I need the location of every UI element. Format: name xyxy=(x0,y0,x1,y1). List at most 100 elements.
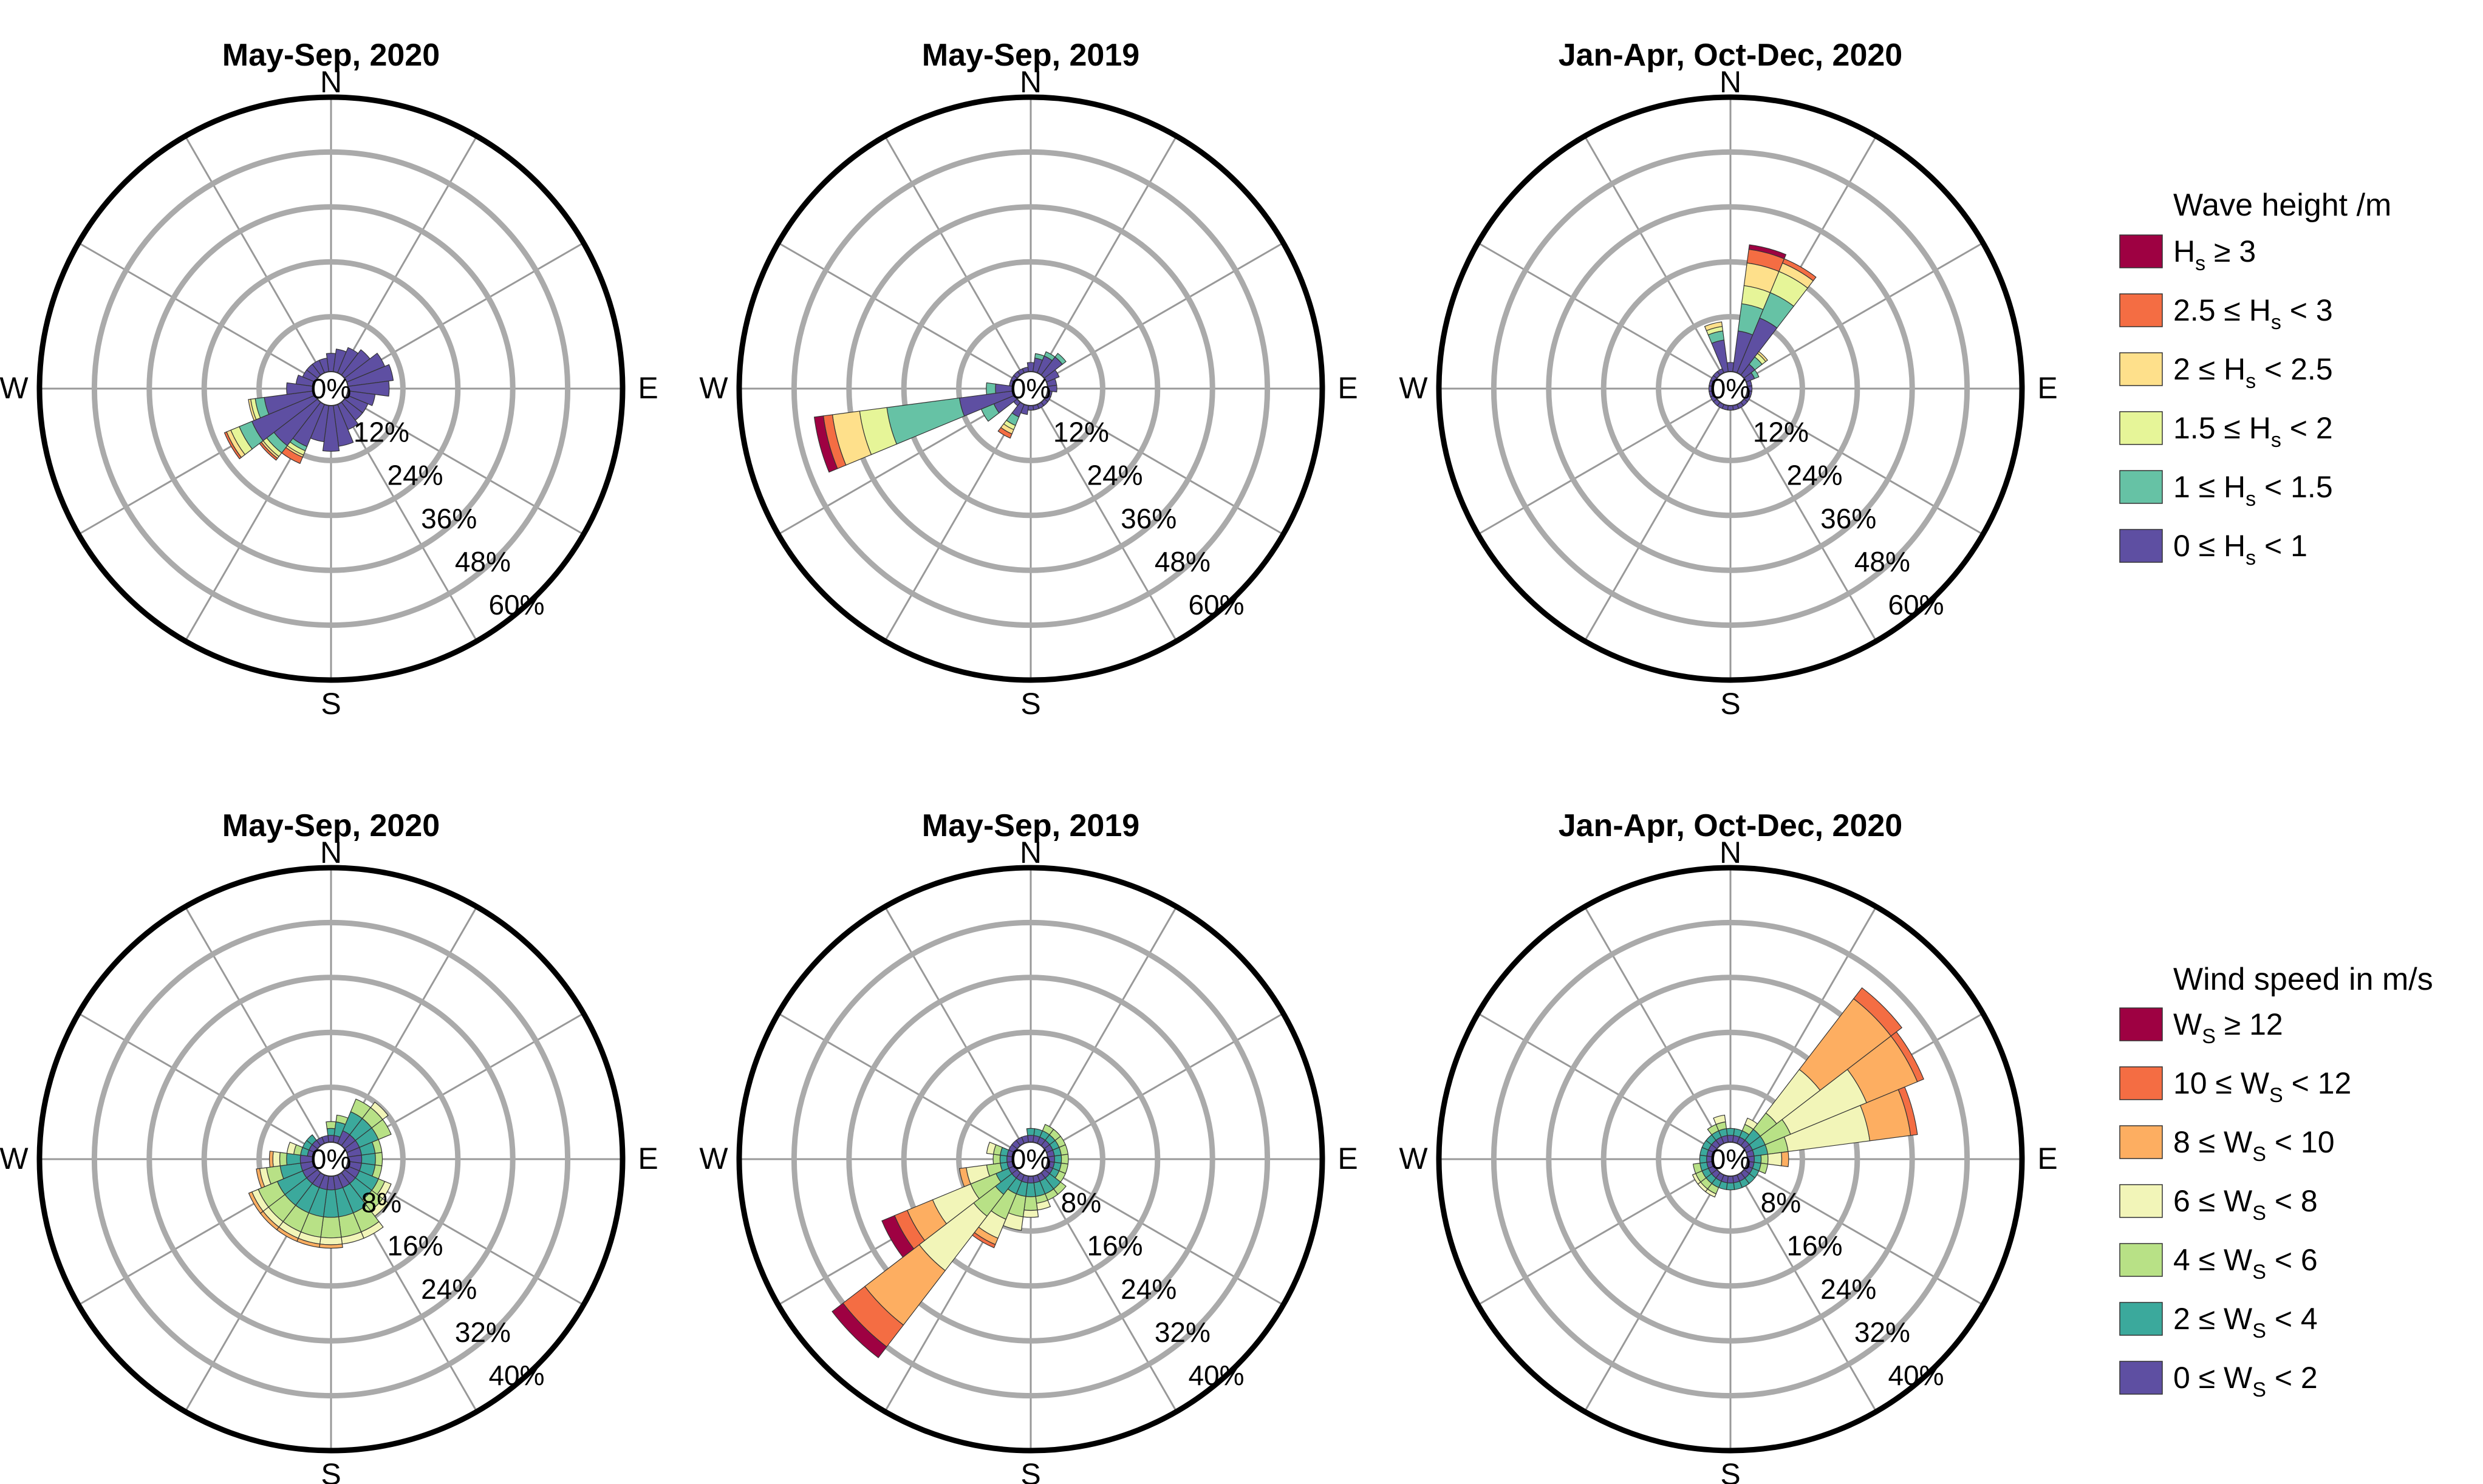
compass-label: W xyxy=(0,371,29,405)
panel-title: Jan-Apr, Oct-Dec, 2020 xyxy=(1559,38,1902,73)
rose-wedge xyxy=(1054,1154,1062,1164)
spoke-line xyxy=(1738,1173,1877,1412)
rose-wedge xyxy=(813,415,838,473)
rose-wedge xyxy=(319,1236,343,1245)
rose-panel-5: May-Sep, 2019 0% 8% 16% 24% 32% 40% N E S W xyxy=(699,808,1358,1484)
grid-ring xyxy=(146,975,516,1344)
legend-label: 0 ≤ Hs < 1 xyxy=(2173,529,2307,570)
rose-panel-4: May-Sep, 2020 0% 8% 16% 24% 32% 40% N E S W xyxy=(0,808,658,1484)
ring-tick-label: 24% xyxy=(1787,460,1843,491)
spoke-line xyxy=(884,403,1023,642)
spoke-line xyxy=(78,1012,317,1152)
rose-wedge xyxy=(958,1167,971,1188)
legend-swatch xyxy=(2119,1007,2163,1041)
legend-swatch xyxy=(2119,1243,2163,1277)
spoke-line xyxy=(884,906,1023,1145)
spoke-line xyxy=(1045,1012,1284,1152)
grid-ring xyxy=(1546,975,1915,1344)
ring-tick-label: 16% xyxy=(1787,1230,1843,1262)
spoke-line xyxy=(1583,1173,1723,1412)
spoke-line xyxy=(345,242,584,381)
ring-tick-label: 32% xyxy=(1155,1316,1211,1348)
ring-tick-label: 24% xyxy=(388,460,443,491)
spoke-line xyxy=(1477,1166,1716,1306)
spoke-line xyxy=(1583,403,1723,642)
legend-title: Wave height /m xyxy=(2173,188,2391,223)
outer-ring xyxy=(736,94,1325,683)
rose-wedge xyxy=(1757,351,1768,362)
spoke-line xyxy=(1038,1173,1178,1412)
rose-wedge xyxy=(248,1191,264,1214)
grid-ring xyxy=(201,259,461,519)
ring-tick-label: 24% xyxy=(1820,1273,1876,1305)
ring-tick-label: 60% xyxy=(488,589,544,621)
center-hole xyxy=(313,371,349,406)
legend-label: 0 ≤ WS < 2 xyxy=(2173,1361,2318,1401)
center-hole xyxy=(1013,1142,1048,1177)
compass-label: W xyxy=(1399,371,1428,405)
legend-swatch xyxy=(2119,1125,2163,1159)
center-hole xyxy=(1713,371,1748,406)
spoke-line xyxy=(884,135,1023,375)
outer-ring xyxy=(36,865,626,1454)
ring-tick-label: 60% xyxy=(1188,589,1244,621)
rose-wedge xyxy=(1026,1128,1036,1136)
rose-wedge xyxy=(268,1151,274,1168)
ring-tick-label: 16% xyxy=(1087,1230,1143,1262)
compass-label: E xyxy=(638,1142,658,1176)
rose-wedge xyxy=(986,382,997,395)
spoke-line xyxy=(78,242,317,381)
ring-tick-label: 8% xyxy=(1061,1186,1101,1218)
rose-panel-3: Jan-Apr, Oct-Dec, 2020 0%12% 24% 36% 48% 60% N… xyxy=(1399,38,2057,721)
ring-tick-label: 24% xyxy=(421,1273,477,1305)
rose-wedge xyxy=(248,398,257,421)
legend-label: 2 ≤ WS < 4 xyxy=(2173,1302,2318,1343)
grid-ring xyxy=(1491,149,1970,628)
grid-ring xyxy=(901,1029,1161,1289)
legend-label: 2.5 ≤ Hs < 3 xyxy=(2173,293,2333,334)
spoke-line xyxy=(777,1012,1017,1152)
ring-tick-label: 36% xyxy=(421,503,477,534)
ring-tick-label: 0% xyxy=(1710,1143,1750,1175)
compass-label: N xyxy=(1720,65,1741,99)
ring-tick-label: 0% xyxy=(311,373,351,404)
rose-wedge xyxy=(992,1154,1001,1165)
rose-wedge xyxy=(272,1151,281,1168)
panel-title: May-Sep, 2019 xyxy=(922,808,1139,843)
ring-tick-label: 16% xyxy=(388,1230,443,1262)
rose-wedge xyxy=(1060,1154,1069,1165)
ring-tick-label: 8% xyxy=(1761,1186,1801,1218)
wave-height-legend: Wave height /m Hs ≥ 3 2.5 ≤ Hs < 3 2 ≤ Hs <… xyxy=(2119,188,2391,570)
legend-label: 8 ≤ WS < 10 xyxy=(2173,1125,2335,1166)
rose-wedge xyxy=(319,1244,343,1249)
ring-tick-label: 0% xyxy=(311,1143,351,1175)
rose-wedge xyxy=(1023,1196,1038,1211)
rose-wedge xyxy=(1781,1151,1789,1168)
grid-ring xyxy=(1491,919,1970,1399)
rose-wedge xyxy=(286,1142,297,1155)
rose-panel-2: May-Sep, 2019 0%12% 24% 36% 48% 60% N E S W xyxy=(699,38,1358,721)
rose-wedge xyxy=(986,1142,997,1155)
grid-ring xyxy=(846,204,1215,573)
rose-wedge xyxy=(1054,353,1067,365)
ring-tick-label: 24% xyxy=(1087,460,1143,491)
legend-swatch xyxy=(2119,1184,2163,1218)
rose-wedge xyxy=(1022,1210,1039,1218)
grid-ring xyxy=(201,1029,461,1289)
grid-ring xyxy=(791,919,1271,1399)
ring-tick-label: 0% xyxy=(1011,1143,1051,1175)
rose-wedge xyxy=(886,397,965,445)
rose-wedge xyxy=(279,1152,288,1166)
legend-label: Hs ≥ 3 xyxy=(2173,234,2256,275)
rose-panel-1: May-Sep, 2020 0%12% 24% 36% 48% 60% N E S W xyxy=(0,38,658,721)
rose-wedge xyxy=(1704,321,1723,332)
legend-swatch xyxy=(2119,352,2163,386)
spoke-line xyxy=(777,396,1017,536)
spoke-line xyxy=(1038,906,1178,1145)
compass-label: S xyxy=(1020,687,1040,721)
compass-label: N xyxy=(320,65,342,99)
spoke-line xyxy=(1744,1166,1984,1306)
rose-wedge xyxy=(1711,339,1729,373)
grid-ring xyxy=(901,259,1161,519)
rose-wedge xyxy=(1754,1154,1762,1164)
